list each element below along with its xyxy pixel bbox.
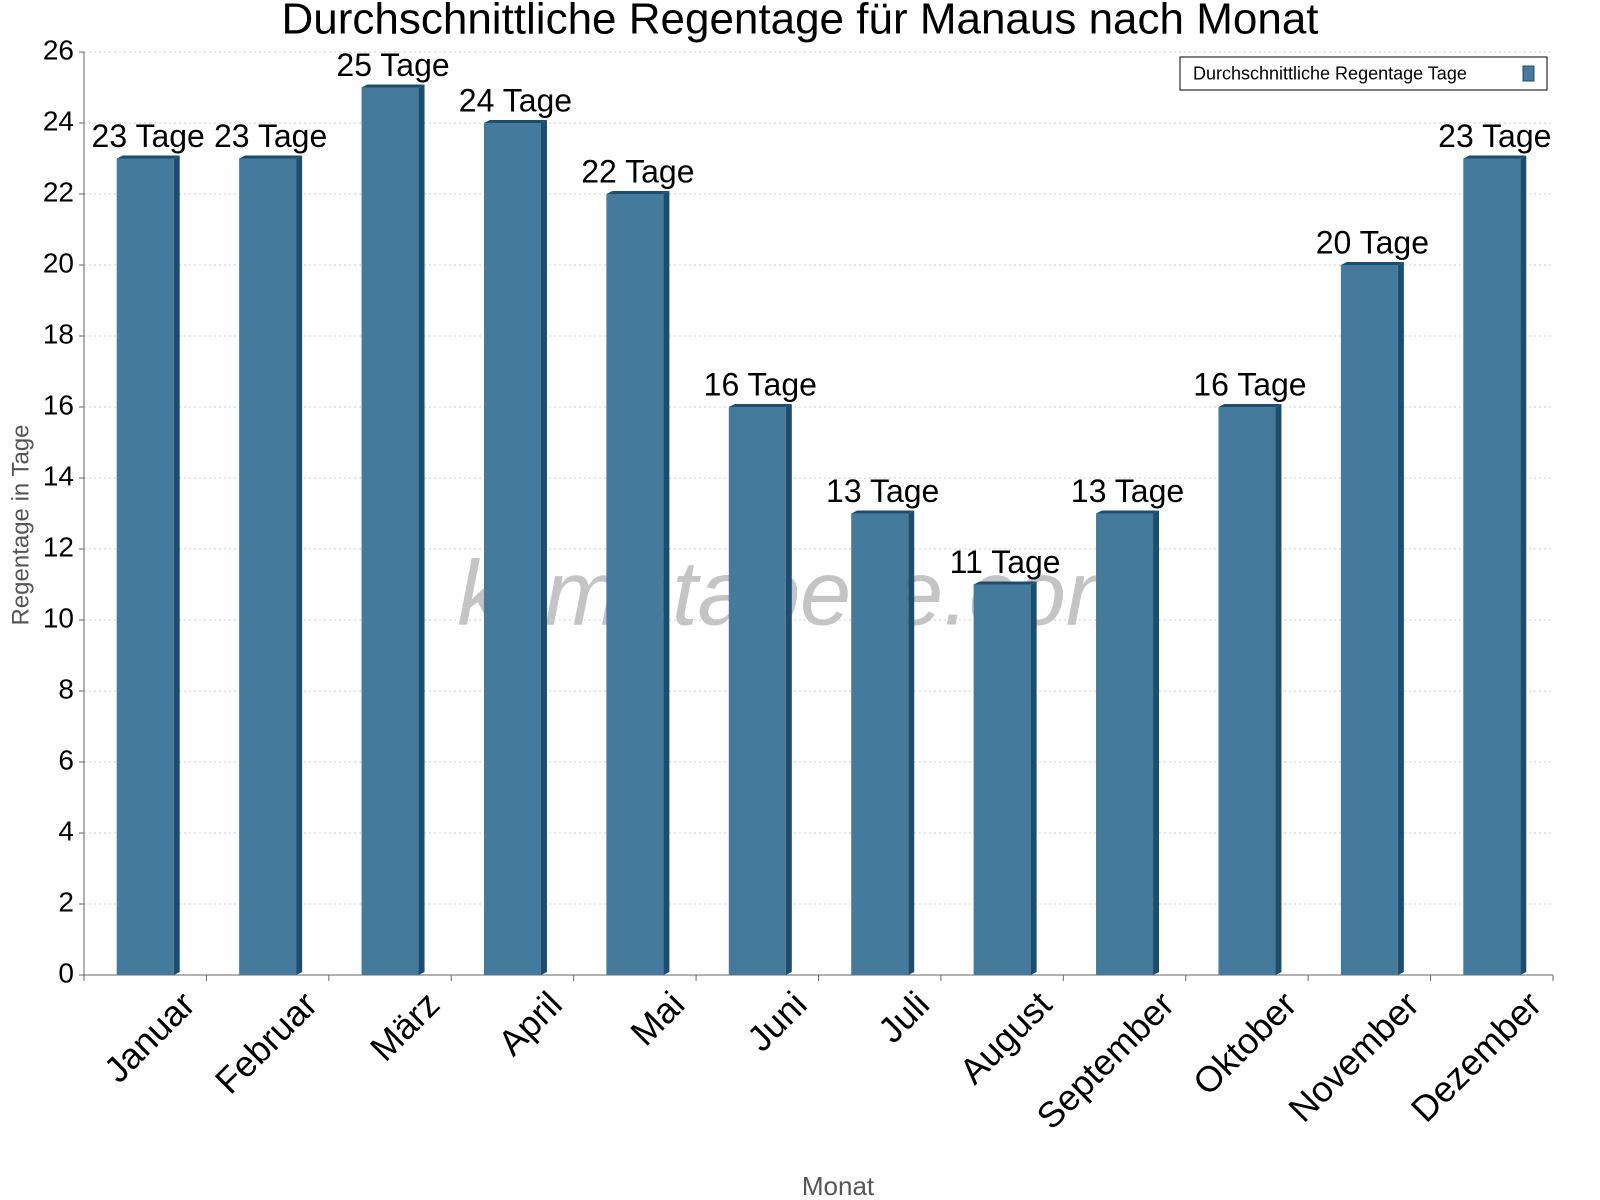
- bar-group: [116, 155, 180, 975]
- bar: [483, 123, 541, 975]
- bar-group: [851, 510, 915, 975]
- bar-group: [361, 84, 425, 975]
- x-axis-label: Monat: [802, 1171, 875, 1200]
- value-label: 23 Tage: [92, 118, 205, 154]
- x-tick-label: März: [362, 983, 448, 1069]
- chart-title: Durchschnittliche Regentage für Manaus n…: [281, 0, 1318, 44]
- x-tick-label: April: [490, 983, 570, 1063]
- bar-cap: [361, 84, 425, 88]
- bar-cap: [973, 581, 1037, 585]
- y-tick-label: 4: [58, 815, 74, 846]
- bar-cap: [1463, 155, 1527, 159]
- bar-group: [606, 191, 670, 975]
- bar-side: [540, 120, 547, 975]
- bar-side: [1520, 155, 1527, 975]
- value-label: 23 Tage: [1438, 118, 1551, 154]
- bar-cap: [1218, 404, 1282, 407]
- bar: [1218, 407, 1276, 975]
- bar-group: [1463, 155, 1527, 975]
- value-label: 16 Tage: [1193, 366, 1306, 402]
- bar: [1340, 265, 1398, 975]
- bar-side: [785, 404, 792, 975]
- value-label: 11 Tage: [950, 544, 1061, 580]
- bar-side: [173, 155, 180, 975]
- value-label: 13 Tage: [1071, 473, 1184, 509]
- x-tick-label: Juli: [870, 983, 937, 1050]
- y-tick-label: 22: [43, 176, 74, 207]
- bar-group: [728, 404, 792, 975]
- y-tick-label: 0: [58, 957, 74, 988]
- bar-side: [1030, 581, 1037, 975]
- bar-cap: [1096, 510, 1160, 514]
- value-label: 20 Tage: [1316, 224, 1429, 260]
- bar: [361, 87, 419, 975]
- bar: [1463, 158, 1521, 975]
- bar: [851, 513, 909, 975]
- y-tick-label: 24: [43, 105, 74, 136]
- bar: [606, 194, 664, 975]
- y-tick-label: 20: [43, 247, 74, 278]
- bar-group: [483, 120, 547, 975]
- bar-cap: [606, 191, 670, 194]
- x-tick-label: Oktober: [1185, 983, 1305, 1103]
- bar-cap: [851, 510, 915, 514]
- legend-swatch: [1522, 65, 1535, 82]
- y-tick-label: 16: [43, 389, 74, 420]
- x-tick-label: November: [1280, 983, 1426, 1129]
- legend-label: Durchschnittliche Regentage Tage: [1193, 63, 1467, 83]
- y-tick-label: 26: [43, 34, 74, 65]
- bar-cap: [1340, 262, 1404, 265]
- value-label: 16 Tage: [704, 366, 817, 402]
- legend: Durchschnittliche Regentage Tage: [1179, 56, 1548, 91]
- bar-side: [1275, 404, 1282, 975]
- bar-cap: [116, 155, 180, 159]
- value-label: 13 Tage: [826, 473, 939, 509]
- bar-side: [908, 510, 915, 975]
- bar-group: [239, 155, 303, 975]
- y-tick-label: 2: [58, 886, 74, 917]
- bar: [973, 584, 1031, 975]
- bar-group: [1340, 262, 1404, 975]
- value-label: 23 Tage: [214, 118, 327, 154]
- y-tick-label: 12: [43, 531, 74, 562]
- bar-side: [1153, 510, 1160, 975]
- y-tick-label: 18: [43, 318, 74, 349]
- bar: [116, 158, 174, 975]
- value-label: 25 Tage: [336, 47, 449, 83]
- y-tick-label: 6: [58, 744, 74, 775]
- x-tick-label: Mai: [622, 983, 692, 1053]
- bar-side: [1397, 262, 1404, 975]
- y-tick-label: 8: [58, 673, 74, 704]
- x-tick-label: Januar: [96, 983, 203, 1090]
- bar-group: [1096, 510, 1160, 975]
- bar-side: [296, 155, 303, 975]
- bar-side: [418, 84, 425, 975]
- y-axis-label: Regentage in Tage: [7, 424, 34, 625]
- y-tick-label: 10: [43, 602, 74, 633]
- value-label: 24 Tage: [459, 82, 572, 118]
- x-tick-label: Juni: [739, 983, 815, 1059]
- bar: [239, 158, 297, 975]
- value-label: 22 Tage: [581, 153, 694, 189]
- bar-group: [1218, 404, 1282, 975]
- bar-group: [973, 581, 1037, 975]
- x-tick-label: August: [951, 983, 1059, 1091]
- bar: [728, 407, 786, 975]
- bar: [1096, 513, 1154, 975]
- bar-cap: [483, 120, 547, 123]
- x-tick-label: Februar: [207, 983, 325, 1101]
- bar-side: [663, 191, 670, 975]
- x-tick-label: Dezember: [1403, 983, 1549, 1129]
- bar-cap: [728, 404, 792, 407]
- y-tick-label: 14: [43, 460, 74, 491]
- legend-box: [1179, 56, 1548, 91]
- bar-cap: [239, 155, 303, 159]
